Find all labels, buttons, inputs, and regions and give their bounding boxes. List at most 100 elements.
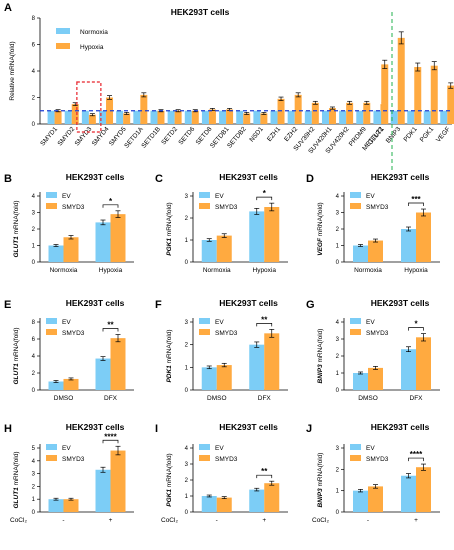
- panel-a-bar-hypoxia: [191, 110, 199, 124]
- panel-h-legend-label-smyd3: SMYD3: [62, 456, 85, 463]
- panel-d-y-tick-label: 0: [336, 260, 340, 266]
- panel-a-bar-normoxia: [423, 110, 431, 124]
- panel-d-y-tick-label: 4: [336, 194, 340, 200]
- panel-h-significance-mark: ****: [104, 432, 117, 441]
- panel-f-y-label: PDK1 mRNA(fold): [166, 329, 173, 382]
- panel-a-x-tick-label: VEGF: [435, 126, 452, 144]
- panel-e-y-tick-label: 6: [32, 337, 36, 343]
- panel-f-bar-smyd3: [216, 365, 232, 390]
- panel-h-x-tick-label: -: [62, 517, 64, 524]
- panel-a-bar-hypoxia: [363, 102, 371, 124]
- panel-label-d: D: [306, 173, 314, 185]
- panel-a-y-tick-label: 8: [32, 16, 36, 22]
- panel-a-x-tick-label: PGK1: [419, 125, 436, 143]
- panel-a-bar-normoxia: [287, 110, 295, 124]
- panel-f-x-tick-label: DMSO: [207, 395, 227, 402]
- panel-d-title: HEK293T cells: [371, 172, 430, 182]
- panel-a-bar-normoxia: [304, 110, 312, 124]
- panel-h-bar-smyd3: [110, 450, 126, 512]
- panel-i-significance-bracket: [256, 474, 273, 479]
- legend-swatch-hypoxia: [56, 43, 70, 49]
- panel-a-bar-normoxia: [116, 110, 124, 124]
- panel-a-bar-hypoxia: [123, 113, 131, 124]
- panel-h-bar-ev: [48, 499, 64, 512]
- panel-b-significance-mark: *: [109, 197, 113, 206]
- panel-a-bar-hypoxia: [277, 98, 285, 124]
- panel-a-bar-normoxia: [440, 110, 448, 124]
- panel-j-x-tick-label: -: [367, 517, 369, 524]
- panel-j-significance-bracket: [408, 457, 424, 462]
- panel-d-y-label-rest: mRNA(fold): [317, 202, 324, 238]
- panel-a-x-tick-label: SETDB2: [226, 125, 248, 149]
- panel-i-bar-ev: [201, 496, 217, 512]
- panel-i-y-tick-label: 3: [185, 462, 189, 468]
- panel-f-y-tick-label: 3: [185, 320, 189, 326]
- panel-g-x-tick-label: DFX: [410, 395, 424, 402]
- panel-g-significance-bracket: [408, 327, 424, 331]
- panel-d-x-tick-label: Normoxia: [354, 267, 382, 274]
- panel-a-bar-hypoxia: [328, 108, 336, 124]
- panel-j-bar-ev: [401, 475, 416, 512]
- panel-h-y-tick-label: 0: [32, 510, 36, 516]
- panel-a-x-tick-label: SETD6: [177, 125, 196, 146]
- panel-label-e: E: [4, 299, 11, 311]
- panel-g-y-label-rest: mRNA(fold): [317, 329, 324, 365]
- panel-e-title: HEK293T cells: [66, 298, 125, 308]
- panel-e-y-tick-label: 8: [32, 320, 36, 326]
- panel-i-legend-label-ev: EV: [215, 445, 224, 452]
- panel-a-bar-normoxia: [150, 110, 158, 124]
- panel-i-bar-smyd3: [216, 497, 232, 512]
- panel-b-bar-smyd3: [110, 214, 126, 262]
- panel-j-bar-smyd3: [416, 467, 431, 512]
- panel-a-bar-normoxia: [236, 110, 244, 124]
- panel-c-significance-bracket: [256, 196, 273, 201]
- panel-a-bar-hypoxia: [54, 110, 62, 124]
- panel-d-x-tick-label: Hypoxia: [404, 267, 428, 274]
- panel-f-y-tick-label: 0: [185, 388, 189, 394]
- panel-h-y-tick-label: 2: [32, 484, 36, 490]
- panel-a-bar-normoxia: [201, 110, 209, 124]
- panel-label-a: A: [4, 2, 12, 14]
- panel-c-y-label: PGK1 mRNA(fold): [166, 202, 173, 255]
- panel-a-bar-normoxia: [99, 110, 107, 124]
- panel-h-x-tick-label: +: [109, 517, 113, 524]
- panel-i-y-label-rest: mRNA(fold): [166, 453, 173, 489]
- panel-a-bar-normoxia: [339, 110, 347, 124]
- panel-h-y-tick-label: 4: [32, 459, 36, 465]
- panel-e-x-tick-label: DMSO: [54, 395, 74, 402]
- panel-b-y-tick-label: 3: [32, 211, 36, 217]
- panel-c-y-tick-label: 3: [185, 194, 189, 200]
- panel-i-legend-swatch-ev: [199, 444, 210, 450]
- panel-a-bar-hypoxia: [397, 37, 405, 124]
- panel-g-y-tick-label: 2: [336, 354, 340, 360]
- panel-j-y-label-rest: mRNA(fold): [317, 453, 324, 489]
- panel-a-bar-normoxia: [356, 110, 364, 124]
- panel-a-bar-hypoxia: [71, 104, 79, 124]
- panel-h-y-tick-label: 3: [32, 472, 36, 478]
- panel-j-legend-label-ev: EV: [366, 445, 375, 452]
- panel-b-x-tick-label: Normoxia: [50, 267, 78, 274]
- panel-b-y-tick-label: 1: [32, 244, 36, 250]
- panel-j-y-label-gene: BNIP3: [317, 488, 324, 508]
- panel-c-x-tick-label: Hypoxia: [253, 267, 277, 274]
- panel-g-y-tick-label: 0: [336, 388, 340, 394]
- panel-e-bar-smyd3: [63, 378, 79, 390]
- panel-a-bar-normoxia: [407, 110, 415, 124]
- panel-i-y-label: PGK1 mRNA(fold): [166, 453, 173, 506]
- panel-e-y-tick-label: 2: [32, 371, 36, 377]
- panel-j-title: HEK293T cells: [371, 422, 430, 432]
- panel-a-bar-hypoxia: [447, 85, 454, 124]
- panel-h-bar-ev: [95, 469, 111, 512]
- panel-a-x-tick-label: SETD2: [160, 125, 179, 146]
- panel-label-b: B: [4, 173, 12, 185]
- panel-j-x-tick-label: +: [414, 517, 418, 524]
- panel-b-legend-swatch-smyd3: [46, 203, 57, 209]
- panel-label-f: F: [155, 299, 162, 311]
- panel-b-x-tick-label: Hypoxia: [99, 267, 123, 274]
- panel-a-x-tick-label: SMYD1: [39, 126, 59, 148]
- panel-d-bar-ev: [401, 229, 416, 262]
- panel-d-significance-bracket: [408, 202, 424, 207]
- panel-b-legend-label-ev: EV: [62, 193, 71, 200]
- panel-a-y-tick-label: 4: [32, 69, 36, 75]
- panel-b-bar-ev: [48, 245, 64, 262]
